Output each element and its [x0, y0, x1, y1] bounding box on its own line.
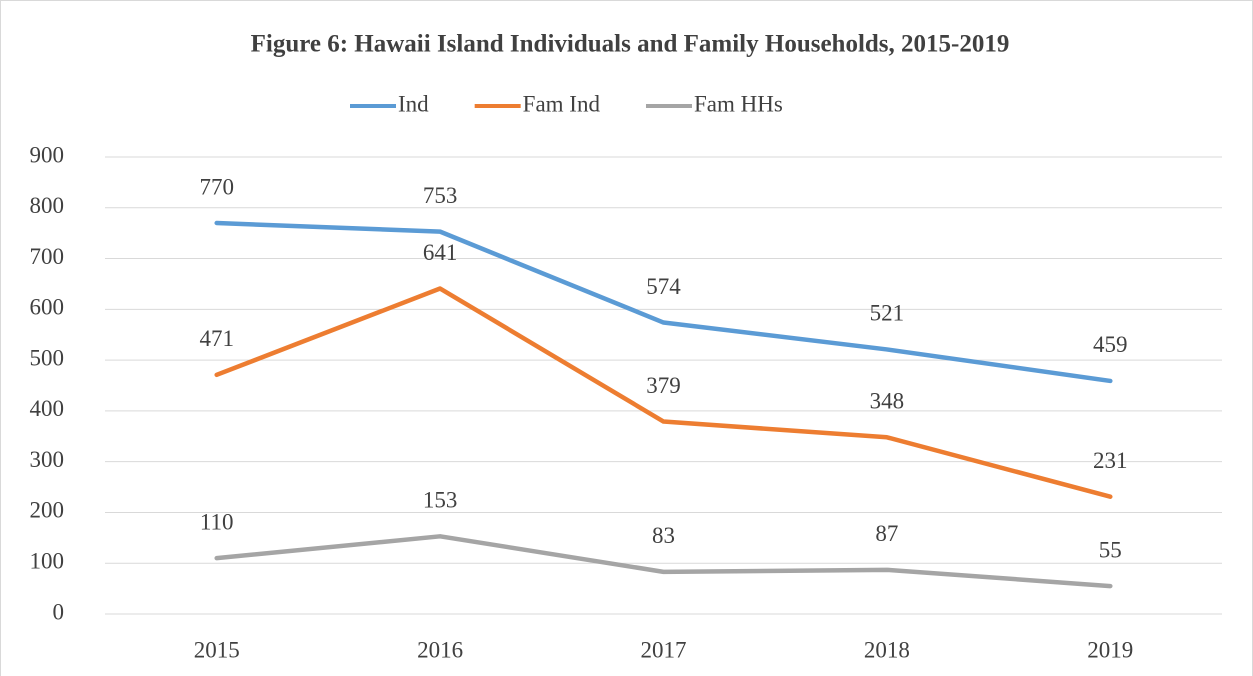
- data-label: 231: [1093, 448, 1128, 473]
- chart-title: Figure 6: Hawaii Island Individuals and …: [251, 31, 1010, 58]
- y-tick-label: 400: [30, 396, 65, 421]
- y-tick-label: 800: [30, 193, 65, 218]
- y-tick-label: 900: [30, 142, 65, 167]
- data-label: 55: [1099, 537, 1122, 562]
- data-label: 83: [652, 523, 675, 548]
- series-line: [214, 534, 1113, 589]
- data-label: 521: [870, 301, 905, 326]
- y-tick-label: 500: [30, 345, 65, 370]
- series-line: [214, 286, 1113, 499]
- data-label: 471: [199, 326, 234, 351]
- data-label: 770: [199, 174, 234, 199]
- data-label: 87: [875, 521, 898, 546]
- data-label: 459: [1093, 332, 1128, 357]
- data-label: 574: [646, 274, 681, 299]
- data-label: 379: [646, 373, 681, 398]
- y-tick-label: 100: [30, 549, 65, 574]
- data-label: 753: [423, 183, 458, 208]
- y-tick-label: 700: [30, 244, 65, 269]
- x-tick-label: 2018: [864, 637, 910, 662]
- y-tick-label: 200: [30, 498, 65, 523]
- legend-label: Fam HHs: [694, 91, 783, 116]
- x-tick-label: 2016: [417, 637, 463, 662]
- y-tick-label: 600: [30, 295, 65, 320]
- data-label: 641: [423, 240, 458, 265]
- legend-label: Ind: [398, 91, 429, 116]
- data-label: 348: [870, 389, 905, 414]
- x-tick-label: 2015: [194, 637, 240, 662]
- x-tick-label: 2019: [1087, 637, 1133, 662]
- series-line: [214, 220, 1113, 384]
- y-tick-label: 0: [53, 599, 65, 624]
- x-tick-label: 2017: [641, 637, 687, 662]
- y-tick-label: 300: [30, 447, 65, 472]
- data-label: 110: [200, 509, 234, 534]
- legend-label: Fam Ind: [523, 91, 601, 116]
- data-label: 153: [423, 488, 458, 513]
